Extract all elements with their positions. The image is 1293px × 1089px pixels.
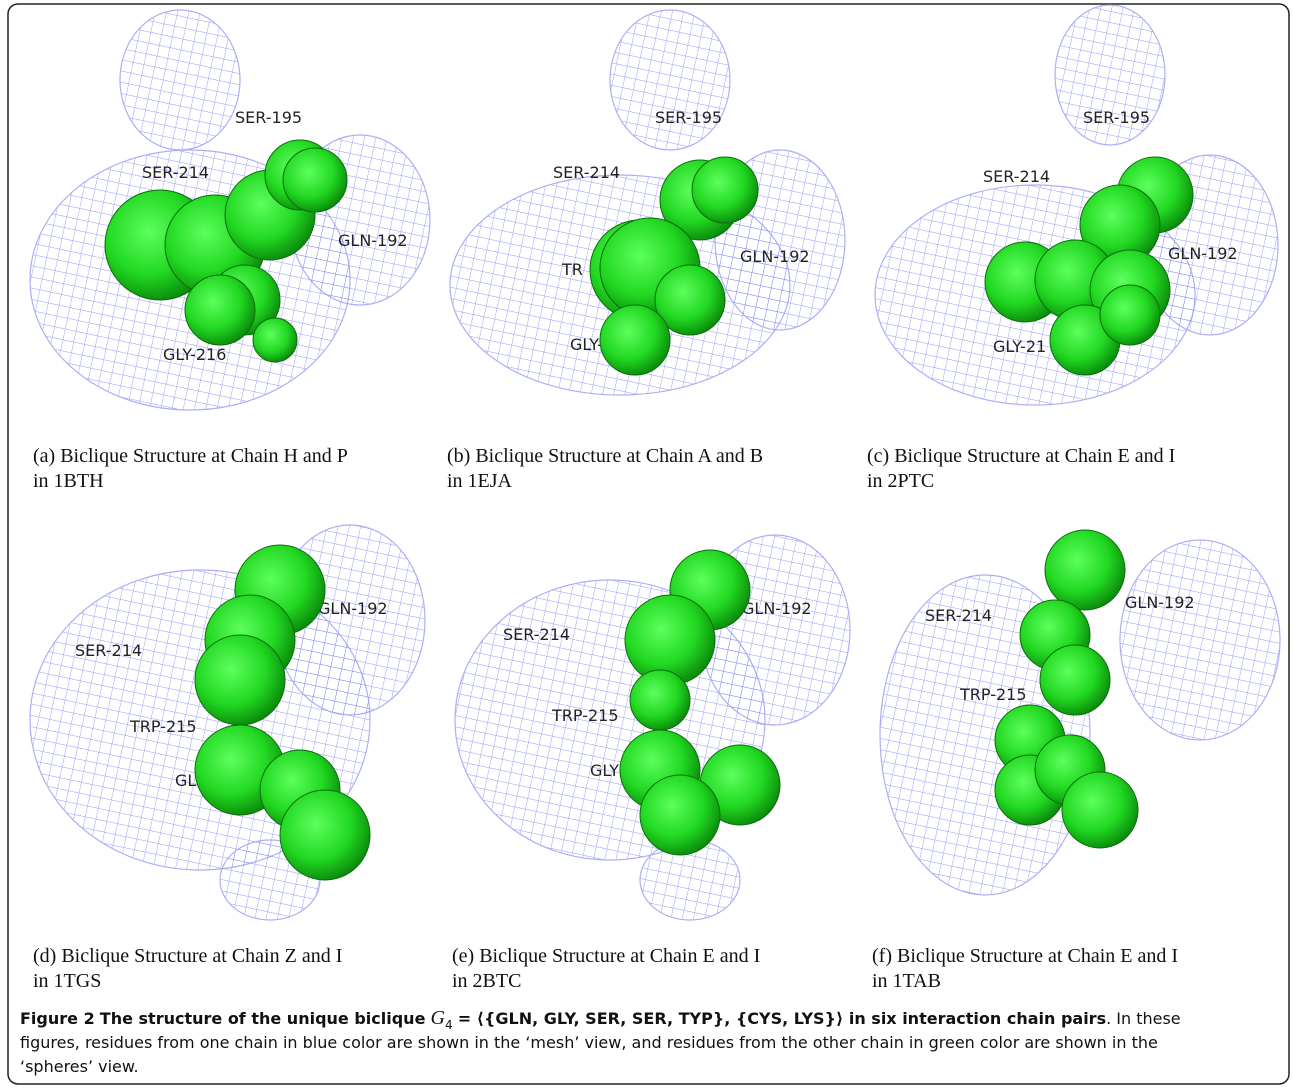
residue-label: TRP-215 [551, 706, 619, 725]
residue-label: GLN-192 [318, 599, 388, 618]
subfigure-caption: (a) Biclique Structure at Chain H and P [33, 445, 348, 467]
figure-caption-line: Figure 2 The structure of the unique bic… [20, 1007, 1181, 1033]
sphere [195, 635, 285, 725]
subfigure-caption: (e) Biclique Structure at Chain E and I [452, 945, 760, 967]
mesh-surface [1120, 540, 1280, 740]
residue-label: GL [175, 771, 196, 790]
sphere [283, 148, 347, 212]
subfigure-caption: (f) Biclique Structure at Chain E and I [872, 945, 1178, 967]
residue-label: TRP-215 [959, 685, 1027, 704]
residue-label: SER-214 [503, 625, 570, 644]
subfigure-caption: (d) Biclique Structure at Chain Z and I [33, 945, 342, 967]
residue-label: SER-214 [75, 641, 142, 660]
residue-label: SER-214 [925, 606, 992, 625]
subfigure-caption: in 2PTC [867, 470, 934, 492]
residue-label: GLN-192 [1168, 244, 1238, 263]
sphere [630, 670, 690, 730]
subfigure-caption: in 1BTH [33, 470, 104, 492]
residue-label: GLN-192 [1125, 593, 1195, 612]
subfigure-caption: (b) Biclique Structure at Chain A and B [447, 445, 763, 467]
sphere [1062, 772, 1138, 848]
subfigure-caption: (c) Biclique Structure at Chain E and I [867, 445, 1175, 467]
sphere [692, 157, 758, 223]
residue-label: GLY [590, 761, 619, 780]
residue-label: SER-195 [1083, 108, 1150, 127]
residue-label: GLY-216 [163, 345, 226, 364]
figure-page: Figure 2 The structure of the unique bic… [0, 0, 1293, 1089]
sphere [1100, 285, 1160, 345]
figure-caption-line: figures, residues from one chain in blue… [20, 1033, 1158, 1052]
subfigure-caption: in 1TGS [33, 970, 101, 992]
mesh-surface [610, 10, 730, 150]
residue-label: SER-195 [235, 108, 302, 127]
residue-label: GLN-192 [742, 599, 812, 618]
residue-label: SER-214 [983, 167, 1050, 186]
residue-label: GLY-21 [993, 337, 1046, 356]
sphere [253, 318, 297, 362]
sphere [1045, 530, 1125, 610]
residue-label: GLN-192 [740, 247, 810, 266]
residue-label: TR [561, 260, 583, 279]
subfigure-caption: in 1EJA [447, 470, 513, 492]
mesh-surface [120, 10, 240, 150]
subfigure-caption: in 2BTC [452, 970, 521, 992]
residue-label: SER-195 [655, 108, 722, 127]
residue-label: GLN-192 [338, 231, 408, 250]
sphere [1040, 645, 1110, 715]
residue-label: SER-214 [142, 163, 209, 182]
figure-caption-line: ‘spheres’ view. [20, 1057, 139, 1076]
sphere [280, 790, 370, 880]
residue-label: SER-214 [553, 163, 620, 182]
residue-label: TRP-215 [129, 717, 197, 736]
subfigure-caption: in 1TAB [872, 970, 941, 992]
sphere [185, 275, 255, 345]
sphere [640, 775, 720, 855]
sphere [600, 305, 670, 375]
